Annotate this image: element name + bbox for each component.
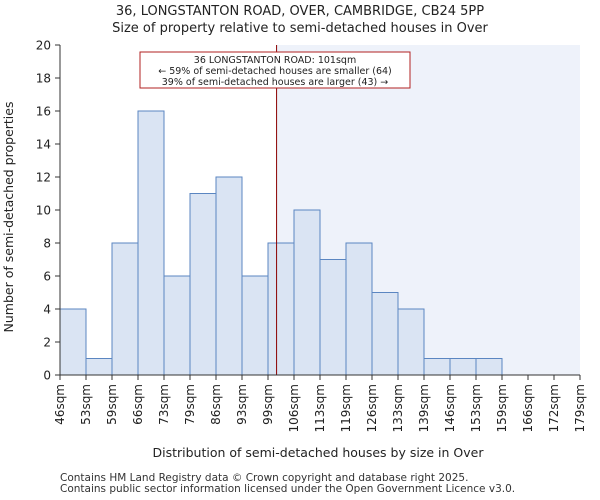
x-tick-label: 66sqm	[131, 384, 145, 425]
x-tick-label: 46sqm	[53, 384, 67, 425]
bar	[475, 358, 503, 376]
x-tick-label: 159sqm	[495, 384, 509, 432]
bar	[423, 358, 451, 376]
bar	[345, 242, 373, 376]
x-tick-label: 126sqm	[365, 384, 379, 432]
x-axis-ticks: 46sqm 53sqm 59sqm 66sqm 73sqm 79sqm 86sqm 93sqm…	[53, 375, 587, 432]
bar	[59, 308, 87, 376]
bars	[59, 110, 503, 376]
x-tick-label: 86sqm	[209, 384, 223, 425]
y-tick-label: 20	[36, 39, 51, 53]
y-tick-label: 14	[36, 138, 51, 152]
y-tick-label: 6	[43, 270, 51, 284]
x-tick-label: 146sqm	[443, 384, 457, 432]
x-tick-label: 73sqm	[157, 384, 171, 425]
bar	[137, 110, 165, 376]
y-tick-label: 10	[36, 204, 51, 218]
y-tick-label: 8	[43, 237, 51, 251]
x-tick-label: 113sqm	[313, 384, 327, 432]
x-tick-label: 153sqm	[469, 384, 483, 432]
y-tick-label: 18	[36, 72, 51, 86]
x-tick-label: 99sqm	[261, 384, 275, 425]
bar	[293, 209, 321, 376]
bar	[319, 259, 347, 376]
x-axis-label: Distribution of semi-detached houses by …	[153, 445, 485, 460]
annotation-line-1: 36 LONGSTANTON ROAD: 101sqm	[194, 55, 356, 66]
footer-licence: Contains public sector information licen…	[60, 483, 516, 495]
bar	[371, 292, 399, 376]
bar	[163, 275, 191, 376]
annotation-line-2: ← 59% of semi-detached houses are smalle…	[158, 66, 392, 77]
x-tick-label: 179sqm	[573, 384, 587, 432]
y-tick-label: 4	[43, 303, 51, 317]
x-tick-label: 139sqm	[417, 384, 431, 432]
x-tick-label: 166sqm	[521, 384, 535, 432]
bar	[189, 193, 217, 376]
y-axis-ticks: 0 2 4 6 8 10 12 14 16 18 20	[36, 39, 60, 383]
bar	[215, 176, 243, 376]
y-tick-label: 12	[36, 171, 51, 185]
footer-copyright: Contains HM Land Registry data © Crown c…	[60, 472, 469, 484]
chart-subtitle: Size of property relative to semi-detach…	[112, 21, 488, 36]
x-tick-label: 133sqm	[391, 384, 405, 432]
y-axis-label: Number of semi-detached properties	[1, 102, 16, 333]
x-tick-label: 79sqm	[183, 384, 197, 425]
x-tick-label: 53sqm	[79, 384, 93, 425]
y-tick-label: 0	[43, 369, 51, 383]
bar	[111, 242, 139, 376]
x-tick-label: 172sqm	[547, 384, 561, 432]
bar	[449, 358, 477, 376]
bar	[85, 358, 113, 376]
bar	[267, 242, 295, 376]
y-tick-label: 16	[36, 105, 51, 119]
chart-title: 36, LONGSTANTON ROAD, OVER, CAMBRIDGE, C…	[115, 4, 485, 19]
x-tick-label: 119sqm	[339, 384, 353, 432]
y-tick-label: 2	[43, 336, 51, 350]
annotation-line-3: 39% of semi-detached houses are larger (…	[162, 77, 389, 88]
x-tick-label: 106sqm	[287, 384, 301, 432]
bar	[397, 308, 425, 376]
property-annotation: 36 LONGSTANTON ROAD: 101sqm ← 59% of sem…	[139, 51, 411, 89]
bar	[241, 275, 269, 376]
annotation-box	[139, 51, 411, 89]
x-tick-label: 59sqm	[105, 384, 119, 425]
x-tick-label: 93sqm	[235, 384, 249, 425]
